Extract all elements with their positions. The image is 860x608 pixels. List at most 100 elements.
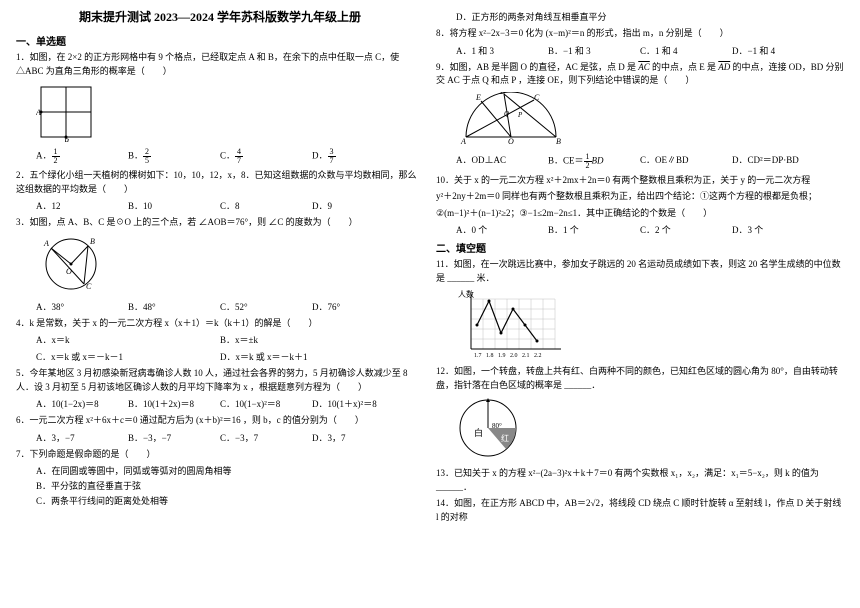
question-4: 4．k 是常数，关于 x 的一元二次方程 x（x＋1）＝k（k＋1）的解是（ ） <box>16 317 424 331</box>
q6-optB: B．−3，−7 <box>128 431 220 444</box>
svg-text:A: A <box>43 239 49 248</box>
svg-text:1.8: 1.8 <box>486 353 494 359</box>
q10-optC: C．2 个 <box>640 223 732 236</box>
q10-options: A．0 个 B．1 个 C．2 个 D．3 个 <box>456 223 844 236</box>
q1-optD: D．37 <box>312 148 404 165</box>
q8-optD: D．−1 和 4 <box>732 44 824 57</box>
q7-options-cont: D．正方形的两条对角线互相垂直平分 <box>456 10 844 23</box>
svg-text:B: B <box>90 237 95 246</box>
q4-optD: D．x＝k 或 x＝－k＋1 <box>220 350 404 363</box>
question-7: 7．下列命题是假命题的是（ ） <box>16 448 424 462</box>
svg-text:Q: Q <box>504 110 509 118</box>
svg-text:O: O <box>66 267 72 276</box>
q9-figure: A B O C D E Q P <box>456 92 844 149</box>
q9-optC: C．OE∥BD <box>640 153 732 170</box>
q4-options-1: A．x＝k B．x＝±k <box>36 333 424 346</box>
svg-text:P: P <box>517 111 523 119</box>
question-13: 13．已知关于 x 的方程 x²−(2a−3)²x＋k＋7＝0 有两个实数根 x… <box>436 467 844 494</box>
q7-optB: B．平分弦的直径垂直于弦 <box>36 479 424 492</box>
q5-optD: D．10(1＋x)²＝8 <box>312 397 404 410</box>
left-column: 期末提升测试 2023—2024 学年苏科版数学九年级上册 一、单选题 1．如图… <box>10 4 430 604</box>
right-column: D．正方形的两条对角线互相垂直平分 8．将方程 x²−2x−3＝0 化为 (x−… <box>430 4 850 604</box>
svg-text:E: E <box>475 93 481 102</box>
svg-text:1.9: 1.9 <box>498 353 506 359</box>
q6-optC: C．−3，7 <box>220 431 312 444</box>
section-1-head: 一、单选题 <box>16 33 424 48</box>
question-8: 8．将方程 x²−2x−3＝0 化为 (x−m)²＝n 的形式，指出 m，n 分… <box>436 27 844 41</box>
q10-optA: A．0 个 <box>456 223 548 236</box>
q11-figure: 人数 1.7 1.8 1.9 2.0 2.1 2.2 <box>456 289 844 361</box>
question-11: 11．如图，在一次跳远比赛中，参加女子跳远的 20 名运动员成绩如下表，则这 2… <box>436 258 844 285</box>
q5-optB: B．10(1＋2x)＝8 <box>128 397 220 410</box>
q2-optB: B．10 <box>128 199 220 212</box>
q4-options-2: C．x＝k 或 x＝－k－1 D．x＝k 或 x＝－k＋1 <box>36 350 424 363</box>
q1-options: A．12 B．25 C．47 D．37 <box>36 148 424 165</box>
q3-optD: D．76° <box>312 300 404 313</box>
q7-optA: A．在同圆或等圆中，同弧或等弧对的圆周角相等 <box>36 464 424 477</box>
q9-optA: A．OD⊥AC <box>456 153 548 170</box>
page-title: 期末提升测试 2023—2024 学年苏科版数学九年级上册 <box>16 8 424 25</box>
q8-optC: C．1 和 4 <box>640 44 732 57</box>
q4-optC: C．x＝k 或 x＝－k－1 <box>36 350 220 363</box>
q9-optB: B．CE＝12BD <box>548 153 640 170</box>
q10-optD: D．3 个 <box>732 223 824 236</box>
svg-text:B: B <box>64 137 69 142</box>
q1-optB: B．25 <box>128 148 220 165</box>
svg-text:A: A <box>460 137 466 146</box>
q3-figure: A B C O <box>36 234 424 296</box>
question-5: 5．今年某地区 3 月初感染新冠病毒确诊人数 10 人，通过社会各界的努力，5 … <box>16 367 424 394</box>
q1-text: 1．如图，在 2×2 的正方形网格中有 9 个格点，已经取定点 A 和 B，在余… <box>16 52 399 76</box>
q2-options: A．12 B．10 C．8 D．9 <box>36 199 424 212</box>
svg-text:人数: 人数 <box>458 289 474 299</box>
svg-text:C: C <box>86 282 92 291</box>
q5-options: A．10(1−2x)＝8 B．10(1＋2x)＝8 C．10(1−x)²＝8 D… <box>36 397 424 410</box>
question-10-l1: 10．关于 x 的一元二次方程 x²＋2mx＋2n＝0 有两个整数根且乘积为正，… <box>436 174 844 188</box>
q9-optD: D．CD²＝DP·BD <box>732 153 824 170</box>
q7-optD: D．正方形的两条对角线互相垂直平分 <box>456 10 844 23</box>
q2-optD: D．9 <box>312 199 404 212</box>
q2-optC: C．8 <box>220 199 312 212</box>
q5-optA: A．10(1−2x)＝8 <box>36 397 128 410</box>
question-9: 9．如图，AB 是半圆 O 的直径，AC 是弦，点 D 是 AC 的中点，点 E… <box>436 61 844 88</box>
q6-options: A．3，−7 B．−3，−7 C．−3，7 D．3，7 <box>36 431 424 444</box>
q8-optA: A．1 和 3 <box>456 44 548 57</box>
svg-text:2.0: 2.0 <box>510 353 518 359</box>
svg-text:A: A <box>36 108 41 117</box>
svg-text:红: 红 <box>501 433 509 443</box>
question-10-l2: y²＋2ny＋2m＝0 同样也有两个整数根且乘积为正，给出四个结论：①这两个方程… <box>436 190 844 204</box>
svg-text:80°: 80° <box>492 422 502 430</box>
q3-optC: C．52° <box>220 300 312 313</box>
q7-optC: C．两条平行线间的距离处处相等 <box>36 494 424 507</box>
question-3: 3．如图，点 A、B、C 是☉O 上的三个点，若 ∠AOB＝76°，则 ∠C 的… <box>16 216 424 230</box>
svg-text:1.7: 1.7 <box>474 353 482 359</box>
q6-optD: D．3，7 <box>312 431 404 444</box>
svg-text:C: C <box>534 93 540 102</box>
q1-optA: A．12 <box>36 148 128 165</box>
q1-optC: C．47 <box>220 148 312 165</box>
q1-figure: A B <box>36 82 424 144</box>
svg-text:2.1: 2.1 <box>522 353 530 359</box>
q9-options: A．OD⊥AC B．CE＝12BD C．OE∥BD D．CD²＝DP·BD <box>456 153 844 170</box>
question-12: 12．如图，一个转盘，转盘上共有红、白两种不同的颜色，已知红色区域的圆心角为 8… <box>436 365 844 392</box>
q12-figure: 白 红 80° <box>456 396 844 463</box>
question-6: 6．一元二次方程 x²＋6x＋c＝0 通过配方后为 (x＋b)²＝16 ，则 b… <box>16 414 424 428</box>
q10-optB: B．1 个 <box>548 223 640 236</box>
q3-optB: B．48° <box>128 300 220 313</box>
q4-optB: B．x＝±k <box>220 333 404 346</box>
section-2-head: 二、填空题 <box>436 240 844 255</box>
question-2: 2．五个绿化小组一天植树的棵树如下：10，10，12，x，8．已知这组数据的众数… <box>16 169 424 196</box>
question-1: 1．如图，在 2×2 的正方形网格中有 9 个格点，已经取定点 A 和 B，在余… <box>16 51 424 78</box>
svg-text:2.2: 2.2 <box>534 353 542 359</box>
q3-options: A．38° B．48° C．52° D．76° <box>36 300 424 313</box>
q6-optA: A．3，−7 <box>36 431 128 444</box>
question-14: 14．如图，在正方形 ABCD 中，AB＝2√2，将线段 CD 绕点 C 顺时针… <box>436 497 844 524</box>
svg-text:O: O <box>508 137 514 146</box>
q8-optB: B．−1 和 3 <box>548 44 640 57</box>
q4-optA: A．x＝k <box>36 333 220 346</box>
q5-optC: C．10(1−x)²＝8 <box>220 397 312 410</box>
q7-options: A．在同圆或等圆中，同弧或等弧对的圆周角相等 B．平分弦的直径垂直于弦 C．两条… <box>36 464 424 507</box>
svg-text:D: D <box>499 92 506 96</box>
svg-text:B: B <box>556 137 561 146</box>
page: 期末提升测试 2023—2024 学年苏科版数学九年级上册 一、单选题 1．如图… <box>0 0 860 608</box>
q2-optA: A．12 <box>36 199 128 212</box>
